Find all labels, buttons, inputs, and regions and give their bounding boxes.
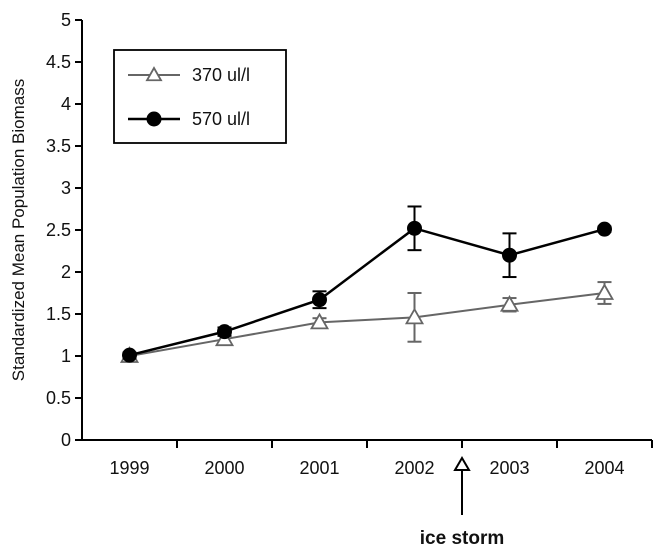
- legend-marker: [146, 111, 162, 127]
- series-line: [129, 226, 605, 357]
- y-tick-label: 1.5: [46, 304, 71, 324]
- series-line: [129, 292, 605, 357]
- y-tick-label: 0.5: [46, 388, 71, 408]
- data-point: [309, 312, 330, 330]
- data-point: [217, 324, 232, 340]
- data-point: [407, 220, 422, 236]
- x-tick-label: 2002: [394, 458, 434, 478]
- x-tick-label: 1999: [109, 458, 149, 478]
- y-tick-label: 5: [61, 10, 71, 30]
- legend-item: 570 ul/l: [128, 109, 250, 129]
- series-layer: [119, 205, 615, 363]
- series-570: [122, 205, 612, 363]
- annotation-label: ice storm: [420, 528, 504, 546]
- y-tick-label: 3: [61, 178, 71, 198]
- y-tick-label: 3.5: [46, 136, 71, 156]
- x-tick-label: 2004: [584, 458, 624, 478]
- legend-label: 370 ul/l: [192, 65, 250, 85]
- x-tick-label: 2003: [489, 458, 529, 478]
- data-point: [312, 292, 327, 308]
- y-tick-label: 4.5: [46, 52, 71, 72]
- y-tick-label: 4: [61, 94, 71, 114]
- data-point: [502, 247, 517, 263]
- y-tick-label: 2: [61, 262, 71, 282]
- data-point: [597, 221, 612, 237]
- x-axis-ticks: 1999 2000 2001 2002 2003 2004: [109, 440, 653, 478]
- series-370: [119, 281, 615, 363]
- legend-item: 370 ul/l: [128, 65, 250, 85]
- y-tick-label: 0: [61, 430, 71, 450]
- ice-storm-annotation: ice storm: [420, 456, 504, 546]
- legend-marker: [145, 66, 163, 82]
- data-point: [594, 283, 615, 300]
- data-point: [122, 347, 137, 363]
- legend-label: 570 ul/l: [192, 109, 250, 129]
- data-point: [404, 307, 425, 325]
- legend: 370 ul/l 570 ul/l: [113, 49, 287, 144]
- x-tick-label: 2001: [299, 458, 339, 478]
- legend-box: [113, 49, 287, 144]
- arrow-head: [453, 456, 471, 471]
- x-tick-label: 2000: [204, 458, 244, 478]
- data-point: [499, 294, 520, 312]
- y-tick-label: 1: [61, 346, 71, 366]
- y-axis-ticks: 0 0.5 1 1.5 2 2.5 3 3.5 4 4.5 5: [46, 10, 82, 450]
- y-axis-label: Standardized Mean Population Biomass: [9, 79, 28, 381]
- y-tick-label: 2.5: [46, 220, 71, 240]
